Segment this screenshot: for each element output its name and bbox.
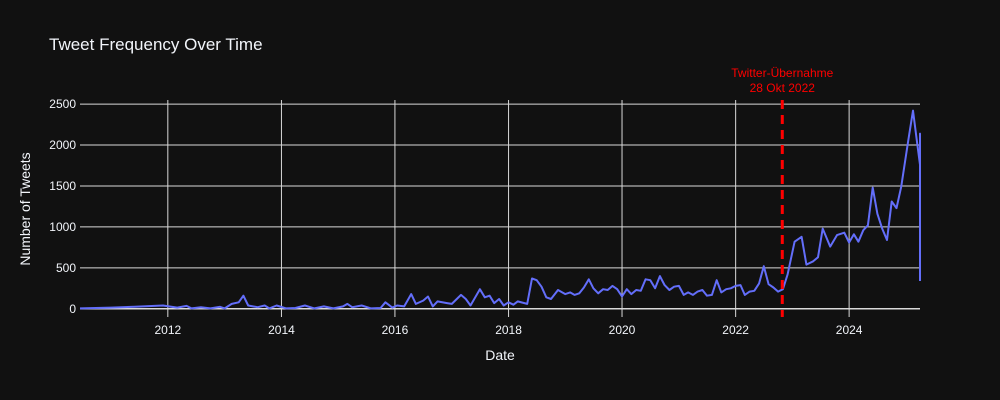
takeover-annotation-title: Twitter-Übernahme: [731, 66, 833, 80]
takeover-annotation-date: 28 Okt 2022: [750, 81, 816, 95]
x-tick-label: 2016: [382, 323, 409, 337]
x-gridlines: [167, 100, 850, 317]
chart-title: Tweet Frequency Over Time: [49, 35, 263, 54]
x-tick-label: 2020: [609, 323, 636, 337]
x-tick-label: 2014: [268, 323, 295, 337]
y-axis-title: Number of Tweets: [17, 152, 33, 265]
y-tick-labels: 0 500 1000 1500 2000 2500: [49, 97, 76, 316]
y-tick-label: 2000: [49, 138, 76, 152]
y-tick-label: 1000: [49, 220, 76, 234]
y-tick-label: 500: [56, 261, 76, 275]
x-tick-labels: 2012 2014 2016 2018 2020 2022 2024: [154, 323, 862, 337]
x-axis-title: Date: [485, 347, 515, 363]
y-tick-label: 0: [69, 302, 76, 316]
x-tick-label: 2012: [154, 323, 181, 337]
x-tick-label: 2022: [722, 323, 749, 337]
x-tick-label: 2024: [836, 323, 863, 337]
tweet-count-line: [79, 109, 921, 310]
x-tick-label: 2018: [495, 323, 522, 337]
y-tick-label: 2500: [49, 97, 76, 111]
y-tick-label: 1500: [49, 179, 76, 193]
y-gridlines: [80, 103, 920, 269]
